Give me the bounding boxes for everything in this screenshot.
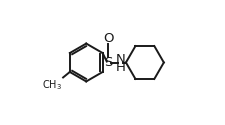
Text: O: O — [103, 32, 113, 45]
Text: S: S — [104, 56, 112, 69]
Text: N: N — [116, 53, 125, 66]
Text: H: H — [115, 61, 125, 74]
Text: CH$_3$: CH$_3$ — [43, 78, 63, 92]
